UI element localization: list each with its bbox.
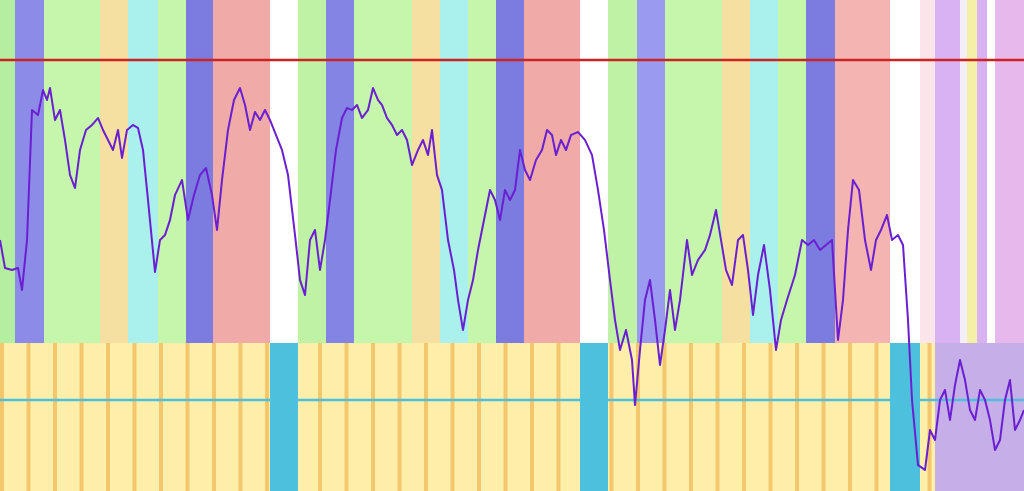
upper-band — [128, 0, 158, 343]
series — [0, 87, 1024, 471]
lower-band-stripes — [0, 343, 270, 491]
upper-band — [967, 0, 977, 343]
upper-band — [440, 0, 468, 343]
upper-band — [186, 0, 213, 343]
lower-band-stripes — [608, 343, 890, 491]
lower-band-stripes — [920, 343, 935, 491]
upper-band — [354, 0, 412, 343]
upper-band — [722, 0, 750, 343]
upper-band — [890, 0, 920, 343]
upper-band — [608, 0, 637, 343]
upper-band — [778, 0, 806, 343]
lower-band — [580, 343, 608, 491]
upper-band — [806, 0, 835, 343]
lower-band — [270, 343, 298, 491]
upper-band — [665, 0, 722, 343]
upper-band — [412, 0, 440, 343]
upper-band — [298, 0, 326, 343]
upper-band — [935, 0, 960, 343]
upper-band — [270, 0, 298, 343]
upper-band — [920, 0, 935, 343]
lower-band — [890, 343, 920, 491]
lower-band-stripes — [298, 343, 580, 491]
upper-band — [158, 0, 186, 343]
upper-band — [977, 0, 987, 343]
upper-band — [44, 0, 100, 343]
upper-band — [987, 0, 995, 343]
upper-band — [100, 0, 128, 343]
lower-band — [935, 343, 1024, 491]
upper-band — [496, 0, 524, 343]
upper-band — [468, 0, 496, 343]
upper-band — [0, 0, 15, 343]
upper-band — [326, 0, 354, 343]
upper-band — [213, 0, 270, 343]
reference-lines — [0, 58, 1024, 402]
series-line — [0, 87, 1024, 471]
upper-band — [750, 0, 778, 343]
upper-band — [995, 0, 1024, 343]
upper-band — [960, 0, 967, 343]
